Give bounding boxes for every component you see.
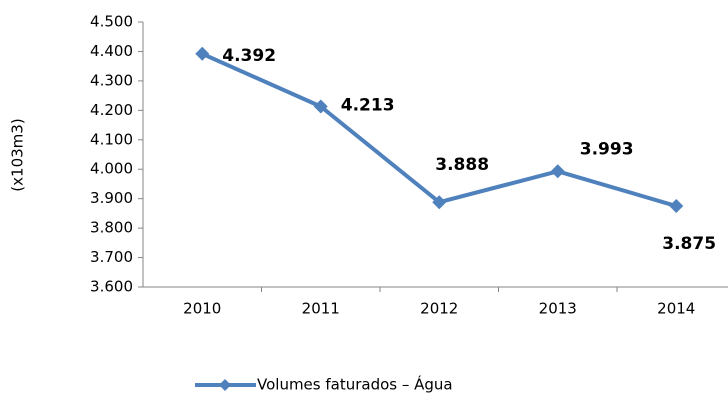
x-tick-label: 2010 bbox=[183, 300, 221, 318]
data-label: 3.875 bbox=[662, 234, 716, 254]
y-tick-label: 3.800 bbox=[90, 219, 133, 237]
data-label: 4.213 bbox=[341, 96, 395, 116]
data-point bbox=[669, 199, 684, 214]
y-tick-label: 4.100 bbox=[90, 130, 133, 148]
legend-marker bbox=[219, 379, 231, 391]
y-tick-label: 3.700 bbox=[90, 248, 133, 266]
data-label: 3.993 bbox=[580, 139, 634, 159]
y-tick-label: 4.000 bbox=[90, 160, 133, 178]
y-tick-label: 4.500 bbox=[90, 13, 133, 31]
x-tick-label: 2011 bbox=[302, 300, 340, 318]
y-tick-label: 4.300 bbox=[90, 71, 133, 89]
x-tick-label: 2012 bbox=[420, 300, 458, 318]
data-label: 4.392 bbox=[222, 46, 276, 66]
y-axis-label: (x103m3) bbox=[9, 118, 27, 191]
y-tick-label: 3.900 bbox=[90, 189, 133, 207]
x-tick-label: 2013 bbox=[539, 300, 577, 318]
data-point bbox=[550, 164, 565, 179]
y-tick-label: 3.600 bbox=[90, 278, 133, 296]
y-tick-label: 4.400 bbox=[90, 42, 133, 60]
data-point bbox=[432, 195, 447, 210]
data-line bbox=[201, 51, 677, 208]
y-tick-label: 4.200 bbox=[90, 101, 133, 119]
data-point bbox=[195, 46, 210, 61]
data-label: 3.888 bbox=[435, 155, 489, 175]
data-point bbox=[313, 99, 328, 114]
legend-label: Volumes faturados – Água bbox=[257, 375, 453, 394]
x-tick-label: 2014 bbox=[657, 300, 695, 318]
